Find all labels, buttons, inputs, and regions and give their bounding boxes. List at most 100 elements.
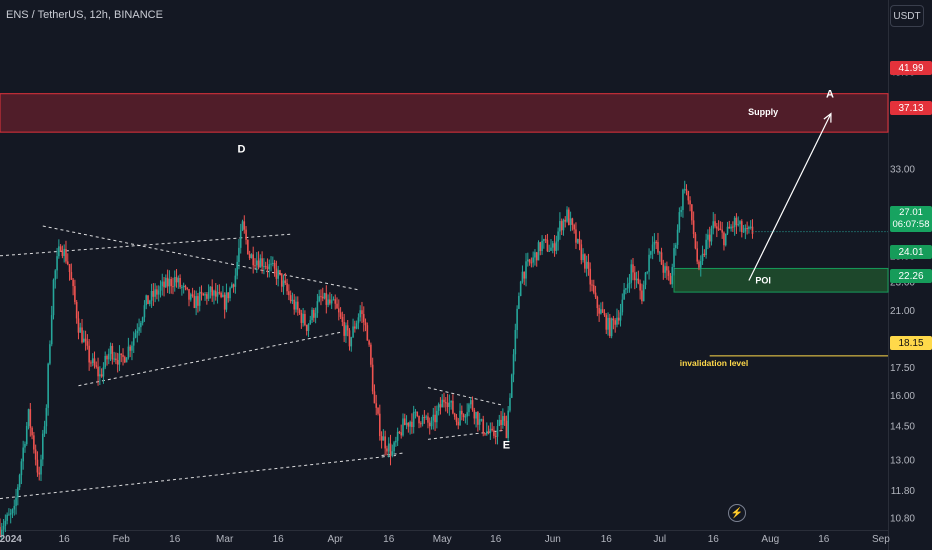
candle-body <box>675 244 677 249</box>
candle-body <box>601 309 604 313</box>
candle-body <box>707 234 709 240</box>
candle-body <box>266 266 269 270</box>
x-tick-label: 16 <box>383 534 395 545</box>
candle-body <box>166 277 169 287</box>
candle-body <box>18 475 21 488</box>
x-tick-label: Sep <box>872 534 890 545</box>
candle-body <box>530 262 533 264</box>
candle-body <box>437 404 440 411</box>
candle-body <box>11 509 14 514</box>
candle-body <box>25 425 28 445</box>
candle-body <box>678 212 681 230</box>
candle-body <box>150 290 153 301</box>
candle-body <box>275 268 278 279</box>
candle-body <box>61 251 64 256</box>
candle-body <box>425 416 427 418</box>
supply-zone <box>0 93 889 133</box>
candle-body <box>173 277 176 287</box>
candle-body <box>541 240 543 252</box>
candle-body <box>70 272 73 280</box>
x-tick-label: 16 <box>708 534 720 545</box>
currency-button[interactable]: USDT <box>890 5 924 27</box>
candle-body <box>370 344 372 365</box>
candle-body <box>175 277 178 283</box>
candle-body <box>487 431 490 434</box>
candle-body <box>571 218 574 225</box>
candle-body <box>327 299 329 305</box>
candle-body <box>644 272 647 285</box>
candle-body <box>45 407 48 427</box>
candle-body <box>576 238 579 243</box>
candle-body <box>699 261 702 268</box>
candle-body <box>724 233 727 246</box>
candle-body <box>336 303 338 309</box>
candle-body <box>609 317 611 337</box>
candle-body <box>191 294 194 297</box>
candle-body <box>559 221 561 232</box>
candle-body <box>279 270 281 274</box>
candle-body <box>475 412 477 419</box>
candle-body <box>15 497 17 506</box>
candle-body <box>320 296 322 298</box>
candle-body <box>284 280 287 284</box>
candle-body <box>13 505 16 510</box>
x-tick-label: Feb <box>113 534 131 545</box>
candle-body <box>587 261 590 269</box>
candle-body <box>503 416 506 421</box>
candle-body <box>489 428 492 434</box>
candle-body <box>434 414 436 423</box>
candle-body <box>749 226 752 228</box>
y-tick-label: 11.80 <box>891 486 916 497</box>
candle-body <box>231 284 233 288</box>
lightning-icon[interactable]: ⚡ <box>728 504 746 522</box>
candle-body <box>209 286 212 292</box>
candle-body <box>594 292 597 298</box>
x-axis: 2024 16 Feb 16 Mar 16 Apr 16 May 16 Jun 16 Jul 16 Aug 1… <box>0 534 890 545</box>
candle-body <box>537 242 540 261</box>
candle-body <box>66 261 69 265</box>
candle-body <box>298 309 301 313</box>
candle-body <box>186 287 189 290</box>
candle-body <box>564 219 567 222</box>
candle-body <box>717 228 720 230</box>
candle-body <box>38 472 41 475</box>
symbol-title[interactable]: ENS / TetherUS, 12h, BINANCE <box>6 9 163 21</box>
trendline <box>78 331 343 387</box>
trendline <box>0 233 293 257</box>
candle-body <box>673 248 675 268</box>
candle-body <box>428 422 431 427</box>
candle-body <box>628 282 631 285</box>
candle-body <box>36 459 39 473</box>
candle-body <box>660 252 663 265</box>
candle-body <box>512 354 515 375</box>
candle-body <box>239 230 242 248</box>
candle-body <box>181 287 183 289</box>
candle-body <box>592 285 595 293</box>
candle-body <box>334 299 337 304</box>
candle-body <box>450 400 452 403</box>
candle-body <box>498 419 501 427</box>
candle-body <box>152 290 155 297</box>
candle-body <box>304 313 306 326</box>
candle-body <box>539 242 542 252</box>
target-arrow-head <box>823 112 832 123</box>
candle-body <box>427 416 429 423</box>
candle-body <box>664 266 666 273</box>
candle-body <box>250 254 253 259</box>
candle-body <box>102 367 105 377</box>
candle-body <box>177 277 180 283</box>
candle-body <box>232 284 235 287</box>
supply-top-tag: 41.99 <box>890 61 932 75</box>
candle-body <box>354 326 356 329</box>
candle-body <box>24 444 26 448</box>
candle-body <box>330 300 333 304</box>
candle-body <box>548 250 551 252</box>
candle-body <box>443 399 445 403</box>
candle-body <box>603 312 606 316</box>
candle-body <box>402 418 404 436</box>
candle-body <box>8 514 10 516</box>
candle-body <box>348 330 351 347</box>
candle-body <box>667 270 670 276</box>
candle-body <box>625 288 627 290</box>
